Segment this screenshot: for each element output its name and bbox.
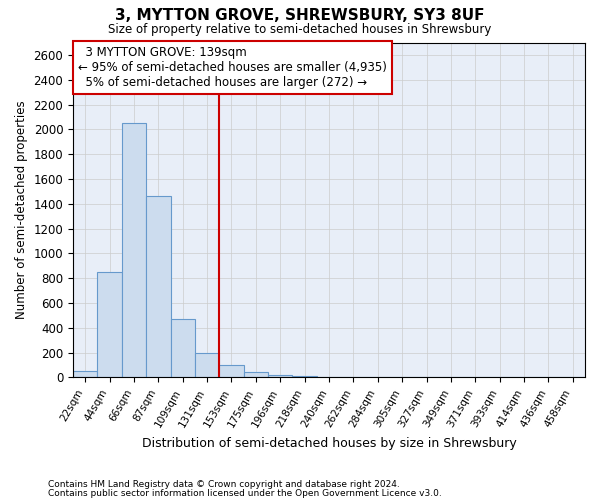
Bar — [146, 196, 170, 378]
Bar — [97, 272, 122, 378]
Bar — [73, 372, 97, 378]
Text: Contains public sector information licensed under the Open Government Licence v3: Contains public sector information licen… — [48, 488, 442, 498]
Bar — [292, 376, 317, 378]
Bar — [170, 319, 195, 378]
Text: Contains HM Land Registry data © Crown copyright and database right 2024.: Contains HM Land Registry data © Crown c… — [48, 480, 400, 489]
Text: 3, MYTTON GROVE, SHREWSBURY, SY3 8UF: 3, MYTTON GROVE, SHREWSBURY, SY3 8UF — [115, 8, 485, 22]
Text: Size of property relative to semi-detached houses in Shrewsbury: Size of property relative to semi-detach… — [109, 22, 491, 36]
Y-axis label: Number of semi-detached properties: Number of semi-detached properties — [15, 100, 28, 320]
X-axis label: Distribution of semi-detached houses by size in Shrewsbury: Distribution of semi-detached houses by … — [142, 437, 517, 450]
Bar — [122, 123, 146, 378]
Bar — [220, 365, 244, 378]
Bar — [195, 352, 220, 378]
Bar — [244, 372, 268, 378]
Text: 3 MYTTON GROVE: 139sqm
← 95% of semi-detached houses are smaller (4,935)
  5% of: 3 MYTTON GROVE: 139sqm ← 95% of semi-det… — [78, 46, 387, 89]
Bar — [268, 375, 292, 378]
